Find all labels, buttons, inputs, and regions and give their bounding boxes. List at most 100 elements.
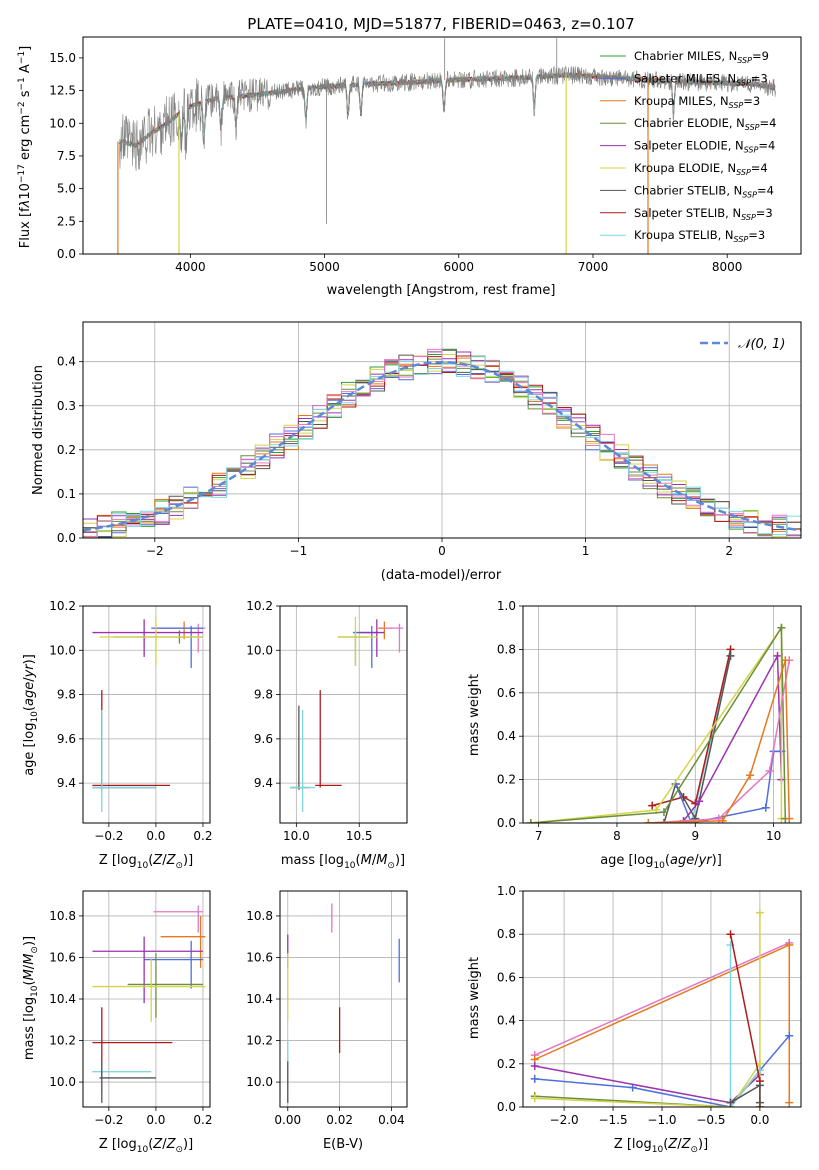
y-tick-label: 1.0 — [497, 599, 516, 613]
x-tick-label: 5000 — [309, 260, 340, 274]
weight-line — [648, 660, 791, 823]
x-tick-label: −1.5 — [598, 1113, 627, 1127]
y-tick-label: 9.6 — [254, 732, 273, 746]
y-tick-label: 0.4 — [497, 1014, 516, 1028]
mass-vs-ebv-plot-area: 0.00 0.02 0.04 10.0 10.2 10.4 10.6 10.8 — [246, 890, 408, 1127]
x-tick-label: −2.0 — [550, 1113, 579, 1127]
weight-marker — [773, 651, 782, 660]
y-tick-label: 12.5 — [49, 84, 76, 98]
weight-marker — [755, 908, 764, 917]
weight-marker — [530, 1061, 539, 1070]
weight-marker — [726, 1098, 735, 1107]
y-tick-label: 10.2 — [49, 599, 76, 613]
y-tick-label: 9.6 — [57, 732, 76, 746]
age-vs-metallicity-plot-area: −0.2 0.0 0.2 9.4 9.6 9.8 10.0 10.2 — [49, 599, 212, 843]
weight-marker — [755, 1081, 764, 1090]
y-tick-label: 0.1 — [57, 487, 76, 501]
weight-marker — [785, 941, 794, 949]
y-tick-label: 0.2 — [57, 443, 76, 457]
residuals-panel: −2 −1 0 1 2 0.0 0.1 0.2 0.3 0.4 𝒩(0, 1) (data-mode… — [31, 321, 802, 583]
age-ylabel: age [log10(age/yr)] — [22, 654, 40, 776]
y-tick-label: 0.4 — [57, 355, 76, 369]
y-tick-label: 10.6 — [246, 950, 273, 964]
x-tick-label: 1 — [582, 544, 590, 558]
plot-content — [83, 348, 801, 538]
weight-vs-age-plot-area: 7 8 9 10 0.0 0.2 0.4 0.6 0.8 1.0 — [497, 599, 802, 843]
mass-vs-metallicity-plot-area: −0.2 0.0 0.2 10.0 10.2 10.4 10.6 10.8 — [49, 890, 212, 1127]
legend-label: 𝒩(0, 1) — [738, 337, 785, 352]
mass-ylabel: mass [log10(M/M⊙)] — [22, 936, 40, 1060]
x-tick-label: 9 — [691, 829, 699, 843]
legend-label: Chabrier MILES, NSSP=9 — [634, 49, 769, 65]
age-z-xlabel: Z [log10(Z/Z⊙)] — [99, 853, 193, 871]
weight-marker — [755, 1098, 764, 1107]
mass-vs-ebv-panel: 0.00 0.02 0.04 10.0 10.2 10.4 10.6 10.8 E(B-V) — [246, 890, 408, 1152]
y-tick-label: 10.0 — [246, 1075, 273, 1089]
y-tick-label: 10.2 — [246, 599, 273, 613]
y-tick-label: 9.8 — [254, 688, 273, 702]
x-tick-label: 10.0 — [283, 829, 310, 843]
residuals-xlabel: (data-model)/error — [381, 568, 502, 583]
x-tick-label: 7000 — [578, 260, 609, 274]
x-tick-label: −1 — [290, 544, 308, 558]
weight-marker — [659, 819, 668, 823]
weight-marker — [746, 771, 755, 780]
weight-vs-age-panel: 7 8 9 10 0.0 0.2 0.4 0.6 0.8 1.0 age [log10(age/y… — [467, 599, 802, 871]
weight-marker — [785, 1031, 794, 1040]
grid-lines — [280, 605, 407, 823]
weight-marker — [659, 808, 668, 817]
y-tick-label: 10.8 — [49, 909, 76, 923]
x-tick-label: 8 — [613, 829, 621, 843]
legend-label: Salpeter ELODIE, NSSP=4 — [634, 139, 775, 155]
x-tick-label: 0.0 — [146, 1113, 165, 1127]
spectrum-plot-area: 4000 5000 6000 7000 8000 0.0 2.5 5.0 7.5 10.0 12.5… — [49, 36, 802, 274]
legend-label: Kroupa STELIB, NSSP=3 — [634, 228, 765, 244]
weight-marker — [530, 1094, 539, 1103]
y-tick-label: 10.0 — [246, 643, 273, 657]
y-tick-label: 5.0 — [57, 182, 76, 196]
axes-frame — [82, 36, 802, 255]
weight-marker — [726, 930, 735, 939]
y-tick-label: 10.0 — [49, 116, 76, 130]
spectrum-panel: PLATE=0410, MJD=51877, FIBERID=0463, z=0… — [17, 15, 802, 298]
x-tick-label: −1.0 — [647, 1113, 676, 1127]
axes-frame — [522, 605, 802, 824]
axes-frame — [82, 605, 211, 824]
plot-content — [117, 38, 776, 254]
weight-z-xlabel: Z [log10(Z/Z⊙)] — [614, 1137, 708, 1155]
weight-marker — [761, 803, 770, 812]
y-tick-label: 0.8 — [497, 927, 516, 941]
y-tick-label: 0.6 — [497, 970, 516, 984]
age-vs-metallicity-panel: −0.2 0.0 0.2 9.4 9.6 9.8 10.0 10.2 Z [log10(Z/Z… — [22, 599, 212, 871]
y-tick-label: 0.0 — [57, 531, 76, 545]
x-tick-label: 7 — [535, 829, 543, 843]
x-tick-label: 6000 — [444, 260, 475, 274]
mass-z-xlabel: Z [log10(Z/Z⊙)] — [99, 1137, 193, 1155]
y-tick-label: 2.5 — [57, 214, 76, 228]
y-tick-label: 10.0 — [49, 643, 76, 657]
legend-label: Kroupa ELODIE, NSSP=4 — [634, 161, 768, 177]
weight-age-xlabel: age [log10(age/yr)] — [600, 853, 722, 871]
weight-marker — [718, 816, 727, 823]
weight-marker — [785, 1098, 794, 1107]
axes-frame — [279, 890, 408, 1108]
weight-vs-metallicity-panel: −2.0 −1.5 −1.0 −0.5 0.0 0.0 0.2 0.4 0.6 0.8 1.0 Z … — [467, 884, 802, 1155]
legend-label: Chabrier ELODIE, NSSP=4 — [634, 116, 776, 132]
weight-age-ylabel: mass weight — [467, 674, 482, 756]
weight-marker — [777, 623, 786, 632]
axes-frame — [82, 321, 802, 539]
weight-line — [530, 625, 787, 823]
spectrum-legend: Chabrier MILES, NSSP=9 Salpeter MILES, NS… — [600, 49, 776, 244]
x-tick-label: −0.2 — [94, 1113, 123, 1127]
normal-curve — [83, 360, 801, 532]
x-tick-label: 0.2 — [193, 829, 212, 843]
y-tick-label: 10.4 — [246, 992, 273, 1006]
weight-marker — [530, 1074, 539, 1083]
mass-vs-metallicity-panel: −0.2 0.0 0.2 10.0 10.2 10.4 10.6 10.8 Z [log10(… — [22, 890, 212, 1155]
age-vs-mass-plot-area: 10.0 10.5 9.4 9.6 9.8 10.0 10.2 — [246, 599, 408, 843]
y-tick-label: 0.6 — [497, 686, 516, 700]
x-tick-label: 0 — [438, 544, 446, 558]
y-tick-label: 15.0 — [49, 51, 76, 65]
axes-frame — [522, 890, 802, 1108]
